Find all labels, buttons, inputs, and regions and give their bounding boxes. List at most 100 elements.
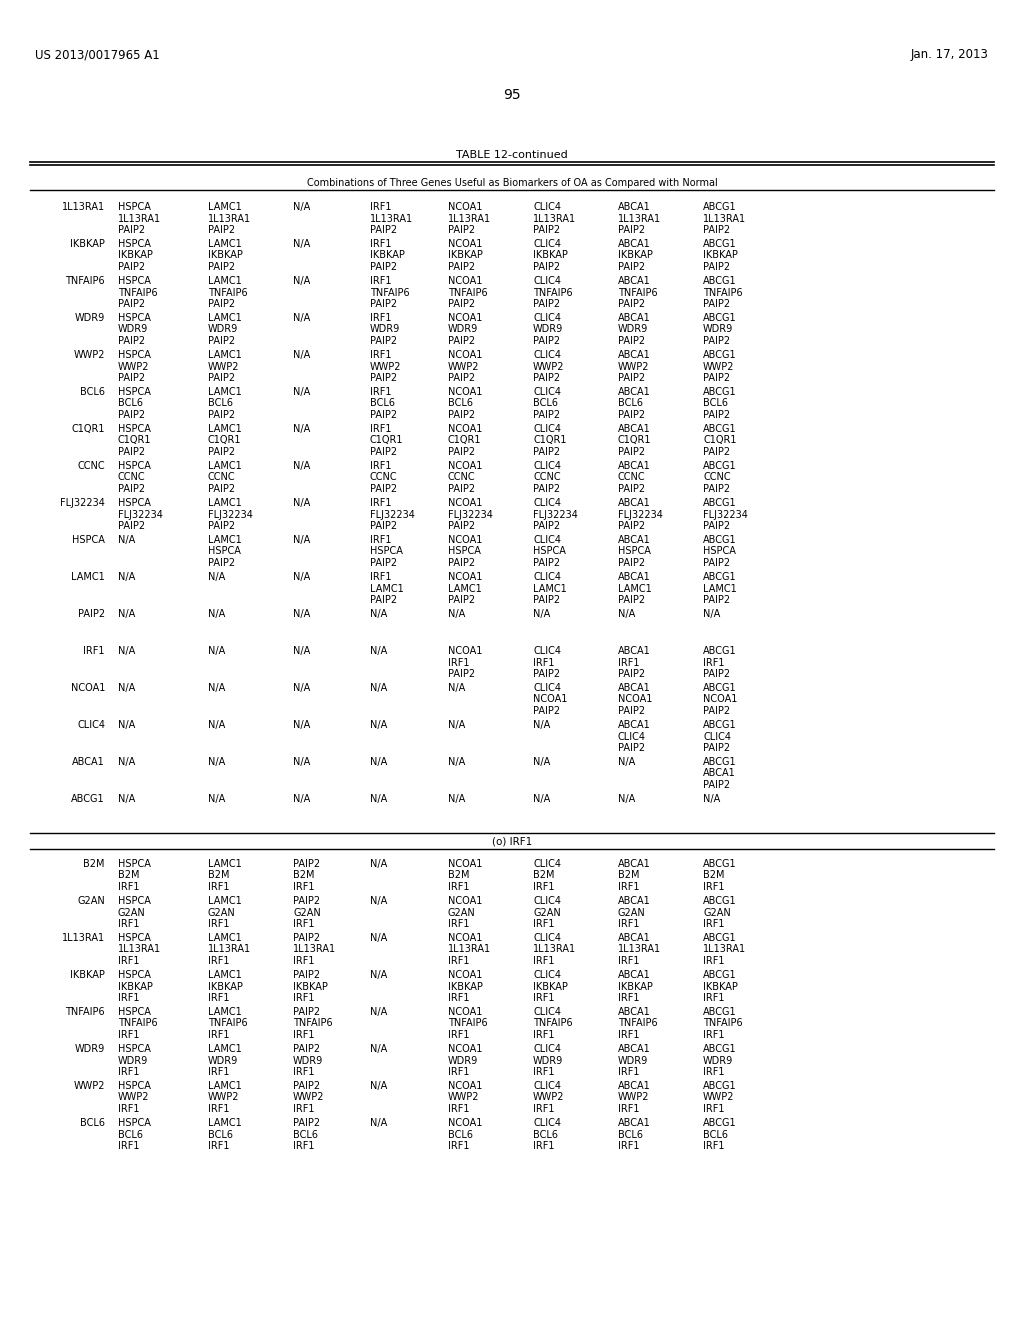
Text: IRF1: IRF1 [208,1030,229,1040]
Text: WWP2: WWP2 [618,362,649,371]
Text: N/A: N/A [293,313,310,323]
Text: IRF1: IRF1 [118,1067,139,1077]
Text: WDR9: WDR9 [534,325,563,334]
Text: G2AN: G2AN [208,908,236,917]
Text: N/A: N/A [118,535,135,545]
Text: IKBKAP: IKBKAP [703,982,738,991]
Text: WDR9: WDR9 [449,325,478,334]
Text: PAIP2: PAIP2 [449,261,475,272]
Text: B2M: B2M [208,870,229,880]
Text: ABCG1: ABCG1 [703,719,736,730]
Text: IRF1: IRF1 [293,1067,314,1077]
Text: IRF1: IRF1 [370,424,391,434]
Text: WDR9: WDR9 [208,325,239,334]
Text: IRF1: IRF1 [293,919,314,929]
Text: IRF1: IRF1 [118,993,139,1003]
Text: CLIC4: CLIC4 [534,461,561,471]
Text: CLIC4: CLIC4 [534,896,561,906]
Text: HSPCA: HSPCA [118,970,151,979]
Text: PAIP2: PAIP2 [618,521,645,531]
Text: CLIC4: CLIC4 [534,202,561,213]
Text: CLIC4: CLIC4 [703,731,731,742]
Text: N/A: N/A [449,719,465,730]
Text: PAIP2: PAIP2 [534,706,560,715]
Text: 1L13RA1: 1L13RA1 [293,945,336,954]
Text: PAIP2: PAIP2 [370,595,397,605]
Text: B2M: B2M [618,870,640,880]
Text: TNFAIP6: TNFAIP6 [66,276,105,286]
Text: FLJ32234: FLJ32234 [534,510,578,520]
Text: ABCA1: ABCA1 [618,350,650,360]
Text: PAIP2: PAIP2 [703,484,730,494]
Text: PAIP2: PAIP2 [449,374,475,383]
Text: ABCG1: ABCG1 [703,350,736,360]
Text: ABCA1: ABCA1 [618,276,650,286]
Text: PAIP2: PAIP2 [293,859,321,869]
Text: N/A: N/A [118,719,135,730]
Text: 1L13RA1: 1L13RA1 [534,945,577,954]
Text: NCOA1: NCOA1 [449,859,482,869]
Text: NCOA1: NCOA1 [449,387,482,397]
Text: PAIP2: PAIP2 [534,484,560,494]
Text: FLJ32234: FLJ32234 [370,510,415,520]
Text: PAIP2: PAIP2 [703,780,730,789]
Text: PAIP2: PAIP2 [293,896,321,906]
Text: ABCG1: ABCG1 [703,461,736,471]
Text: ABCA1: ABCA1 [618,387,650,397]
Text: ABCA1: ABCA1 [618,313,650,323]
Text: ABCG1: ABCG1 [703,572,736,582]
Text: B2M: B2M [703,870,725,880]
Text: CLIC4: CLIC4 [534,682,561,693]
Text: 1L13RA1: 1L13RA1 [208,945,251,954]
Text: CCNC: CCNC [534,473,560,483]
Text: TNFAIP6: TNFAIP6 [66,1007,105,1016]
Text: PAIP2: PAIP2 [118,411,145,420]
Text: WDR9: WDR9 [75,1044,105,1053]
Text: ABCA1: ABCA1 [618,424,650,434]
Text: N/A: N/A [370,609,387,619]
Text: N/A: N/A [293,609,310,619]
Text: WDR9: WDR9 [618,325,648,334]
Text: WWP2: WWP2 [74,1081,105,1092]
Text: CCNC: CCNC [703,473,731,483]
Text: N/A: N/A [370,645,387,656]
Text: PAIP2: PAIP2 [449,521,475,531]
Text: CLIC4: CLIC4 [534,535,561,545]
Text: IRF1: IRF1 [293,993,314,1003]
Text: NCOA1: NCOA1 [449,1118,482,1129]
Text: N/A: N/A [293,276,310,286]
Text: IRF1: IRF1 [370,239,391,249]
Text: ABCG1: ABCG1 [72,795,105,804]
Text: WDR9: WDR9 [75,313,105,323]
Text: TNFAIP6: TNFAIP6 [618,1019,657,1028]
Text: IRF1: IRF1 [208,993,229,1003]
Text: PAIP2: PAIP2 [618,595,645,605]
Text: N/A: N/A [370,1007,387,1016]
Text: ABCG1: ABCG1 [703,1081,736,1092]
Text: PAIP2: PAIP2 [618,669,645,678]
Text: NCOA1: NCOA1 [449,313,482,323]
Text: 1L13RA1: 1L13RA1 [618,214,662,223]
Text: IRF1: IRF1 [370,276,391,286]
Text: IRF1: IRF1 [449,657,469,668]
Text: WDR9: WDR9 [118,325,148,334]
Text: CLIC4: CLIC4 [534,350,561,360]
Text: N/A: N/A [208,682,225,693]
Text: 1L13RA1: 1L13RA1 [703,945,746,954]
Text: N/A: N/A [293,461,310,471]
Text: IRF1: IRF1 [118,1140,139,1151]
Text: N/A: N/A [208,719,225,730]
Text: IRF1: IRF1 [618,1030,640,1040]
Text: HSPCA: HSPCA [118,859,151,869]
Text: NCOA1: NCOA1 [449,350,482,360]
Text: BCL6: BCL6 [534,399,558,408]
Text: PAIP2: PAIP2 [534,374,560,383]
Text: 95: 95 [503,88,521,102]
Text: PAIP2: PAIP2 [208,224,236,235]
Text: PAIP2: PAIP2 [703,337,730,346]
Text: HSPCA: HSPCA [118,896,151,906]
Text: PAIP2: PAIP2 [534,558,560,568]
Text: N/A: N/A [449,609,465,619]
Text: BCL6: BCL6 [118,399,143,408]
Text: HSPCA: HSPCA [370,546,402,557]
